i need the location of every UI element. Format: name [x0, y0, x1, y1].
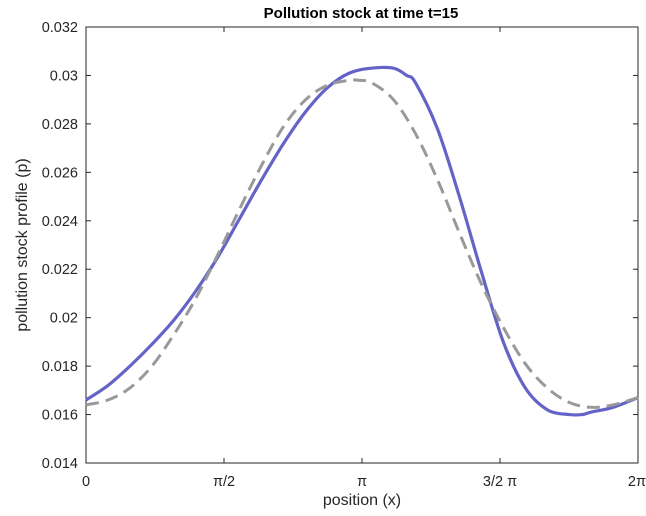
chart-title: Pollution stock at time t=15 — [264, 5, 459, 22]
dashed-series-line — [85, 78, 639, 409]
y-tick-label: 0.028 — [42, 117, 78, 133]
y-axis-label: pollution stock profile (p) — [14, 158, 31, 331]
y-tick-label: 0.03 — [50, 68, 78, 84]
y-tick-label: 0.016 — [42, 408, 78, 424]
y-tick-label: 0.032 — [42, 20, 78, 36]
x-tick-label: 2π — [628, 474, 646, 490]
x-axis-label: position (x) — [323, 492, 401, 509]
y-tick-label: 0.026 — [42, 165, 78, 181]
solid-series-line — [85, 65, 639, 417]
y-tick-label: 0.018 — [42, 359, 78, 375]
plot-area — [85, 26, 639, 464]
y-tick-label: 0.014 — [42, 456, 78, 472]
x-tick-label: π/2 — [213, 474, 235, 490]
x-tick-label: 0 — [82, 474, 90, 490]
x-tick-label: 3/2 π — [483, 474, 517, 490]
y-tick-label: 0.024 — [42, 214, 78, 230]
y-tick-label: 0.022 — [42, 262, 78, 278]
ticks-layer: 0 π/2 π 3/2 π 2π 0.014 0.016 0.018 0.02 0.022 0.02… — [42, 20, 646, 490]
y-tick-label: 0.02 — [50, 311, 78, 327]
x-tick-label: π — [357, 474, 367, 490]
series-layer — [85, 65, 639, 417]
